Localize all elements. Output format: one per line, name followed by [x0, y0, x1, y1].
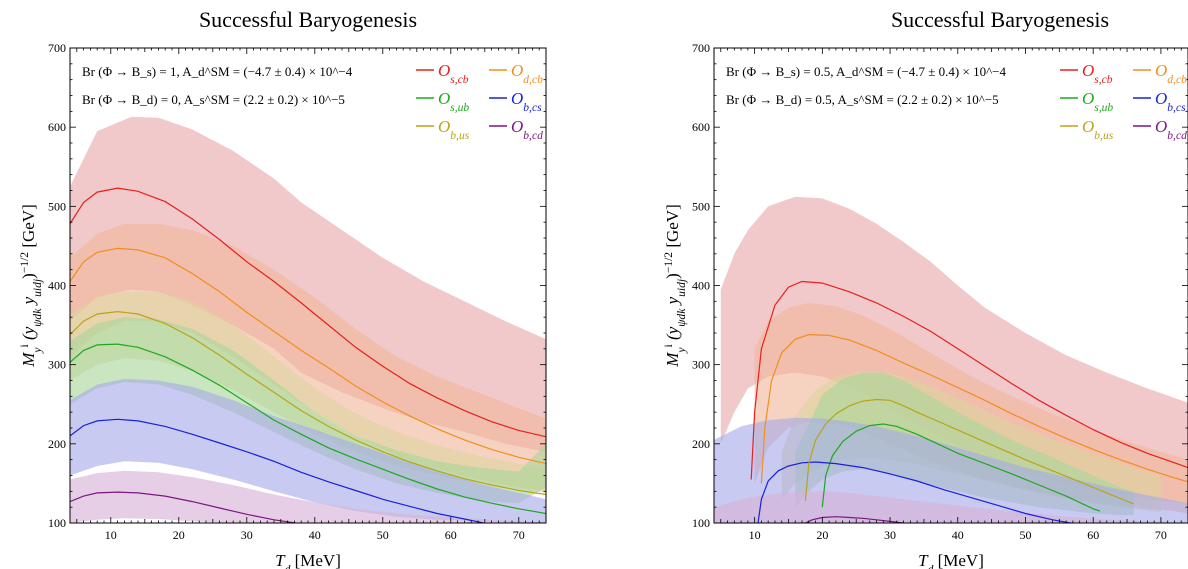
legend-item-O-s-ub: Os,ub	[1060, 89, 1113, 114]
plot-area	[70, 116, 546, 523]
x-axis: 10 20 30 40 50 60 70	[76, 48, 547, 542]
x-tick-label: 20	[816, 528, 828, 542]
legend-item-O-b-cs: Ob,cs	[1133, 89, 1186, 114]
legend-label: Os,cb	[438, 61, 469, 86]
legend-label: Ob,cs	[511, 89, 542, 114]
legend: Os,cb Od,cb Os,ub Ob,cs Ob,us Ob,cd	[416, 61, 543, 142]
y-tick-label: 400	[692, 279, 710, 293]
y-tick-label: 700	[692, 41, 710, 55]
y-axis-label: Myi (yψdk yuidj)−1/2 [GeV]	[662, 204, 688, 368]
y-tick-label: 700	[48, 41, 66, 55]
legend-item-O-b-cs: Ob,cs	[489, 89, 542, 114]
x-axis-label: Td [MeV]	[918, 551, 984, 569]
y-tick-label: 100	[48, 516, 66, 530]
legend-item-O-d-cb: Od,cb	[489, 61, 543, 86]
x-tick-label: 20	[173, 528, 185, 542]
y-axis: 100 200 300 400 500 600 700	[692, 41, 1188, 530]
annotation: Br (Φ → B_s) = 0.5, A_d^SM = (−4.7 ± 0.4…	[726, 64, 1007, 107]
band-O-b-cd	[70, 470, 546, 523]
legend-item-O-s-ub: Os,ub	[416, 89, 469, 114]
annotation-line-2: Br (Φ → B_d) = 0.5, A_s^SM = (2.2 ± 0.2)…	[726, 92, 999, 107]
legend-item-O-b-cd: Ob,cd	[489, 117, 543, 142]
legend-item-O-b-us: Ob,us	[416, 117, 470, 142]
band-O-b-cs	[70, 378, 546, 523]
annotation-line-1: Br (Φ → B_s) = 0.5, A_d^SM = (−4.7 ± 0.4…	[726, 64, 1007, 79]
line-O-b-us	[804, 398, 1135, 505]
y-tick-label: 500	[692, 199, 710, 213]
legend-label: Ob,cd	[1155, 117, 1187, 142]
y-tick-label: 400	[48, 279, 66, 293]
legend-item-O-s-cb: Os,cb	[1060, 61, 1113, 86]
y-axis-label-group: Myi (yψdk yuidj)−1/2 [GeV]	[18, 204, 44, 368]
legend-label: Os,cb	[1082, 61, 1113, 86]
x-tick-label: 50	[1019, 528, 1031, 542]
y-axis-label-group: Myi (yψdk yuidj)−1/2 [GeV]	[662, 204, 688, 368]
line-O-b-cs	[70, 418, 487, 523]
y-tick-label: 300	[48, 358, 66, 372]
line-O-b-cs	[757, 461, 1075, 523]
legend-label: Os,ub	[438, 89, 469, 114]
x-tick-label: 10	[105, 528, 117, 542]
y-tick-label: 600	[48, 120, 66, 134]
y-axis-label: Myi (yψdk yuidj)−1/2 [GeV]	[18, 204, 44, 368]
x-tick-label: 30	[241, 528, 253, 542]
legend-label: Ob,cs	[1155, 89, 1186, 114]
legend-label: Od,cb	[1155, 61, 1187, 86]
legend-item-O-d-cb: Od,cb	[1133, 61, 1187, 86]
x-axis-label: Td [MeV]	[275, 551, 341, 569]
x-tick-label: 60	[445, 528, 457, 542]
band-O-b-cd	[714, 491, 1188, 523]
legend-label: Ob,us	[438, 117, 470, 142]
plot-area	[714, 196, 1188, 523]
x-tick-label: 40	[952, 528, 964, 542]
annotation-line-2: Br (Φ → B_d) = 0, A_s^SM = (2.2 ± 0.2) ×…	[82, 92, 345, 107]
line-O-d-cb	[70, 247, 546, 465]
legend: Os,cb Od,cb Os,ub Ob,cs Ob,us Ob,cd	[1060, 61, 1187, 142]
legend-item-O-s-cb: Os,cb	[416, 61, 469, 86]
y-tick-label: 300	[692, 358, 710, 372]
line-O-b-us	[70, 310, 546, 496]
y-tick-label: 600	[692, 120, 710, 134]
line-O-s-cb	[70, 187, 546, 438]
annotation: Br (Φ → B_s) = 1, A_d^SM = (−4.7 ± 0.4) …	[82, 64, 353, 107]
x-axis: 10 20 30 40 50 60 70	[720, 48, 1188, 542]
chart-title: Successful Baryogenesis	[199, 7, 417, 32]
y-tick-label: 200	[48, 437, 66, 451]
annotation-line-1: Br (Φ → B_s) = 1, A_d^SM = (−4.7 ± 0.4) …	[82, 64, 353, 79]
legend-item-O-b-cd: Ob,cd	[1133, 117, 1187, 142]
x-tick-label: 10	[749, 528, 761, 542]
legend-item-O-b-us: Ob,us	[1060, 117, 1114, 142]
x-tick-label: 40	[309, 528, 321, 542]
line-O-s-cb	[750, 280, 1188, 480]
line-O-d-cb	[760, 333, 1188, 484]
y-tick-label: 200	[692, 437, 710, 451]
y-tick-label: 500	[48, 199, 66, 213]
x-tick-label: 70	[1155, 528, 1167, 542]
chart-title: Successful Baryogenesis	[891, 7, 1109, 32]
line-O-b-cd	[70, 491, 300, 523]
legend-label: Od,cb	[511, 61, 543, 86]
line-O-b-cd	[805, 516, 904, 523]
band-O-s-cb	[70, 116, 546, 452]
x-tick-label: 30	[884, 528, 896, 542]
legend-label: Os,ub	[1082, 89, 1113, 114]
legend-label: Ob,cd	[511, 117, 543, 142]
x-tick-label: 60	[1087, 528, 1099, 542]
x-tick-label: 70	[513, 528, 525, 542]
band-O-s-ub	[70, 317, 546, 504]
line-O-s-ub	[821, 423, 1101, 512]
line-O-s-ub	[70, 343, 546, 515]
y-axis: 100 200 300 400 500 600 700	[48, 41, 546, 530]
y-tick-label: 100	[692, 516, 710, 530]
x-tick-label: 50	[377, 528, 389, 542]
legend-label: Ob,us	[1082, 117, 1114, 142]
